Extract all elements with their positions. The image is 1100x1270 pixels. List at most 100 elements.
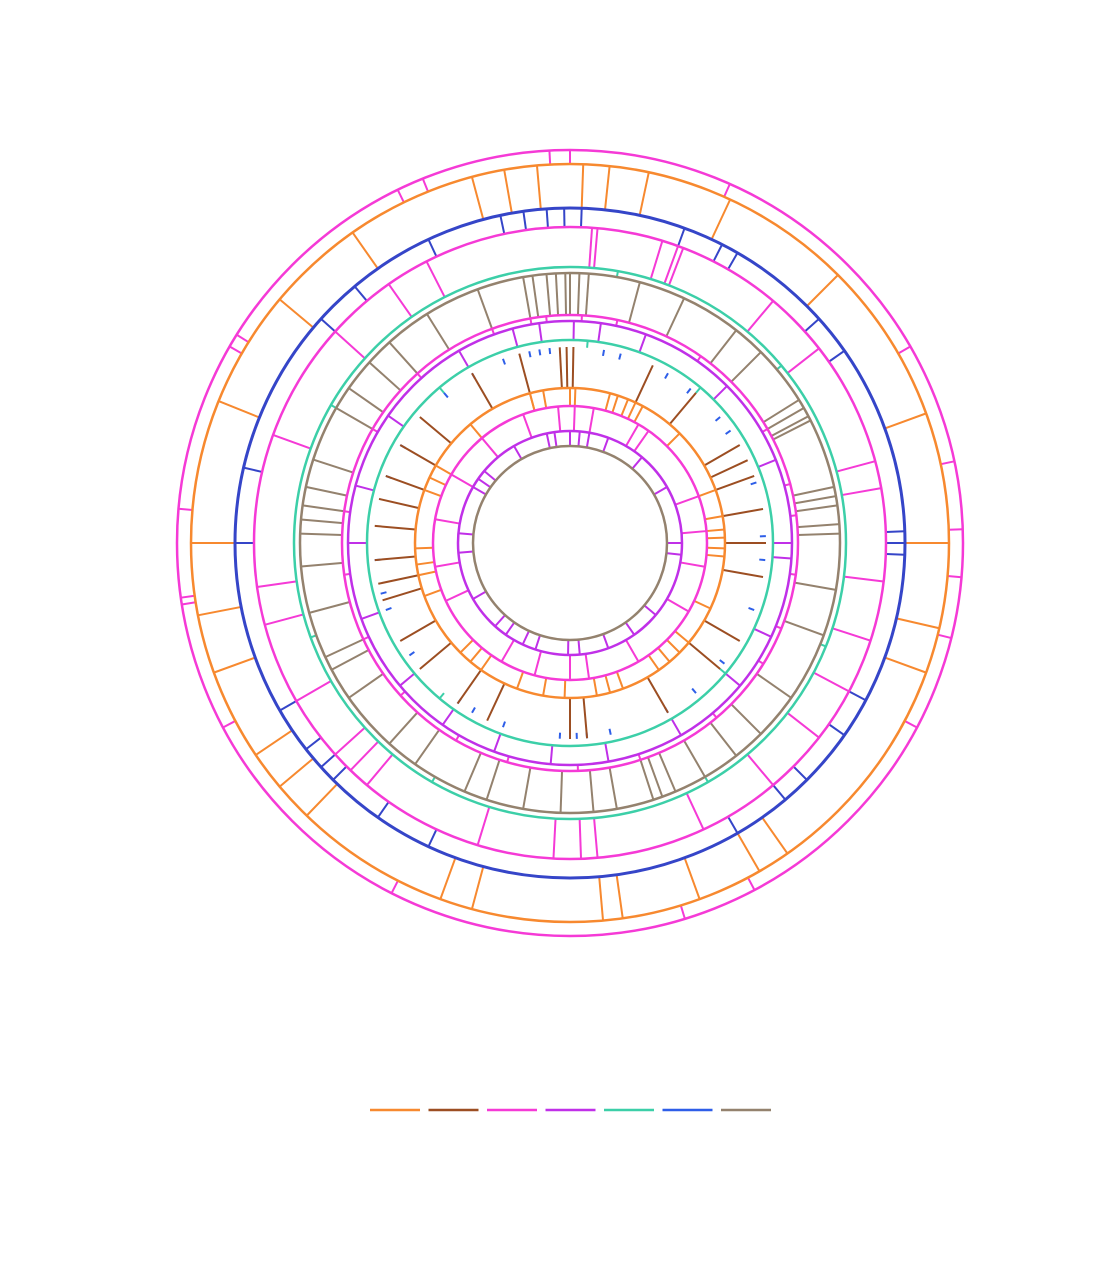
- radial-tick: [521, 630, 530, 645]
- radial-tick: [229, 345, 243, 355]
- radial-tick: [388, 341, 419, 375]
- radial-tick: [349, 740, 379, 772]
- radial-tick: [324, 638, 364, 659]
- radial-tick: [665, 297, 686, 337]
- radial-tick: [786, 347, 820, 374]
- radial-tick: [797, 532, 840, 537]
- radial-tick: [300, 518, 343, 525]
- radial-tick: [706, 536, 725, 540]
- radial-tick: [786, 712, 820, 739]
- radial-tick: [638, 172, 650, 216]
- radial-tick: [620, 398, 629, 417]
- radial-tick: [704, 515, 723, 521]
- radial-tick: [334, 330, 366, 360]
- radial-tick: [666, 552, 682, 556]
- radial-tick: [308, 601, 351, 614]
- radial-tick: [653, 486, 668, 496]
- radial-tick: [279, 700, 297, 712]
- radial-tick: [477, 477, 492, 489]
- radial-tick: [706, 528, 725, 533]
- radial-tick: [766, 407, 805, 430]
- radial-tick: [667, 247, 685, 286]
- radial-tick: [197, 605, 242, 617]
- radial-tick: [577, 431, 581, 447]
- radial-tick: [586, 340, 589, 348]
- radial-tick: [503, 169, 513, 214]
- radial-tick: [459, 639, 474, 654]
- radial-tick: [666, 432, 681, 447]
- radial-tick: [759, 558, 766, 562]
- radial-tick: [441, 708, 455, 726]
- radial-tick: [483, 470, 497, 482]
- radial-tick: [513, 445, 523, 460]
- radial-tick: [552, 818, 557, 859]
- radial-tick: [795, 504, 838, 513]
- radial-tick: [348, 387, 384, 414]
- radial-tick: [582, 697, 589, 739]
- radial-tick: [458, 550, 474, 554]
- radial-tick: [715, 475, 755, 491]
- radial-tick: [445, 589, 469, 602]
- radial-tick: [180, 594, 195, 599]
- radial-tick: [416, 561, 435, 566]
- radial-tick: [528, 351, 532, 358]
- radial-tick: [472, 590, 487, 600]
- radial-tick: [750, 481, 757, 486]
- radial-tick: [683, 857, 701, 900]
- radial-tick: [439, 857, 457, 900]
- radial-tick: [564, 273, 568, 316]
- radial-tick: [481, 437, 499, 458]
- radial-tick: [602, 633, 610, 649]
- radial-tick: [361, 611, 380, 620]
- radial-tick: [714, 416, 721, 422]
- radial-tick: [792, 765, 808, 781]
- radial-tick: [884, 656, 927, 674]
- radial-tick: [885, 553, 905, 556]
- radial-tick: [408, 651, 415, 657]
- radial-tick: [553, 431, 558, 448]
- radial-tick: [415, 546, 434, 550]
- radial-tick: [434, 561, 460, 568]
- radial-tick: [693, 599, 711, 610]
- radial-tick: [421, 178, 429, 192]
- radial-tick: [681, 530, 707, 535]
- radial-tick: [334, 726, 366, 756]
- radial-tick: [703, 444, 741, 467]
- radial-tick: [843, 575, 884, 583]
- radial-tick: [723, 183, 731, 198]
- radial-tick: [897, 345, 911, 355]
- radial-tick: [469, 423, 483, 439]
- radial-tick: [722, 507, 764, 518]
- radial-tick: [836, 460, 876, 473]
- radial-tick: [485, 759, 501, 801]
- radial-tick: [476, 806, 491, 846]
- radial-tick: [542, 677, 548, 696]
- radial-tick: [608, 728, 612, 735]
- radial-tick: [486, 683, 506, 722]
- radial-tick: [727, 252, 739, 270]
- radial-tick: [794, 581, 837, 591]
- radial-tick: [663, 245, 680, 284]
- radial-tick: [434, 518, 460, 525]
- radial-tick: [691, 687, 697, 694]
- radial-tick: [538, 323, 543, 343]
- radial-tick: [502, 721, 506, 728]
- radial-tick: [674, 495, 700, 506]
- radial-tick: [377, 801, 390, 818]
- radial-tick: [236, 333, 250, 344]
- radial-tick: [213, 656, 256, 674]
- radial-tick: [504, 621, 516, 636]
- radial-tick: [390, 880, 399, 894]
- radial-tick: [730, 351, 762, 383]
- radial-tick: [272, 433, 311, 450]
- radial-tick: [588, 770, 595, 813]
- radial-tick: [940, 460, 955, 466]
- radial-tick: [710, 459, 749, 479]
- radial-tick: [666, 598, 690, 613]
- radial-tick: [736, 832, 761, 872]
- radial-tick: [429, 476, 447, 487]
- radial-tick: [426, 313, 451, 351]
- radial-tick: [685, 792, 705, 830]
- radial-tick: [396, 189, 405, 203]
